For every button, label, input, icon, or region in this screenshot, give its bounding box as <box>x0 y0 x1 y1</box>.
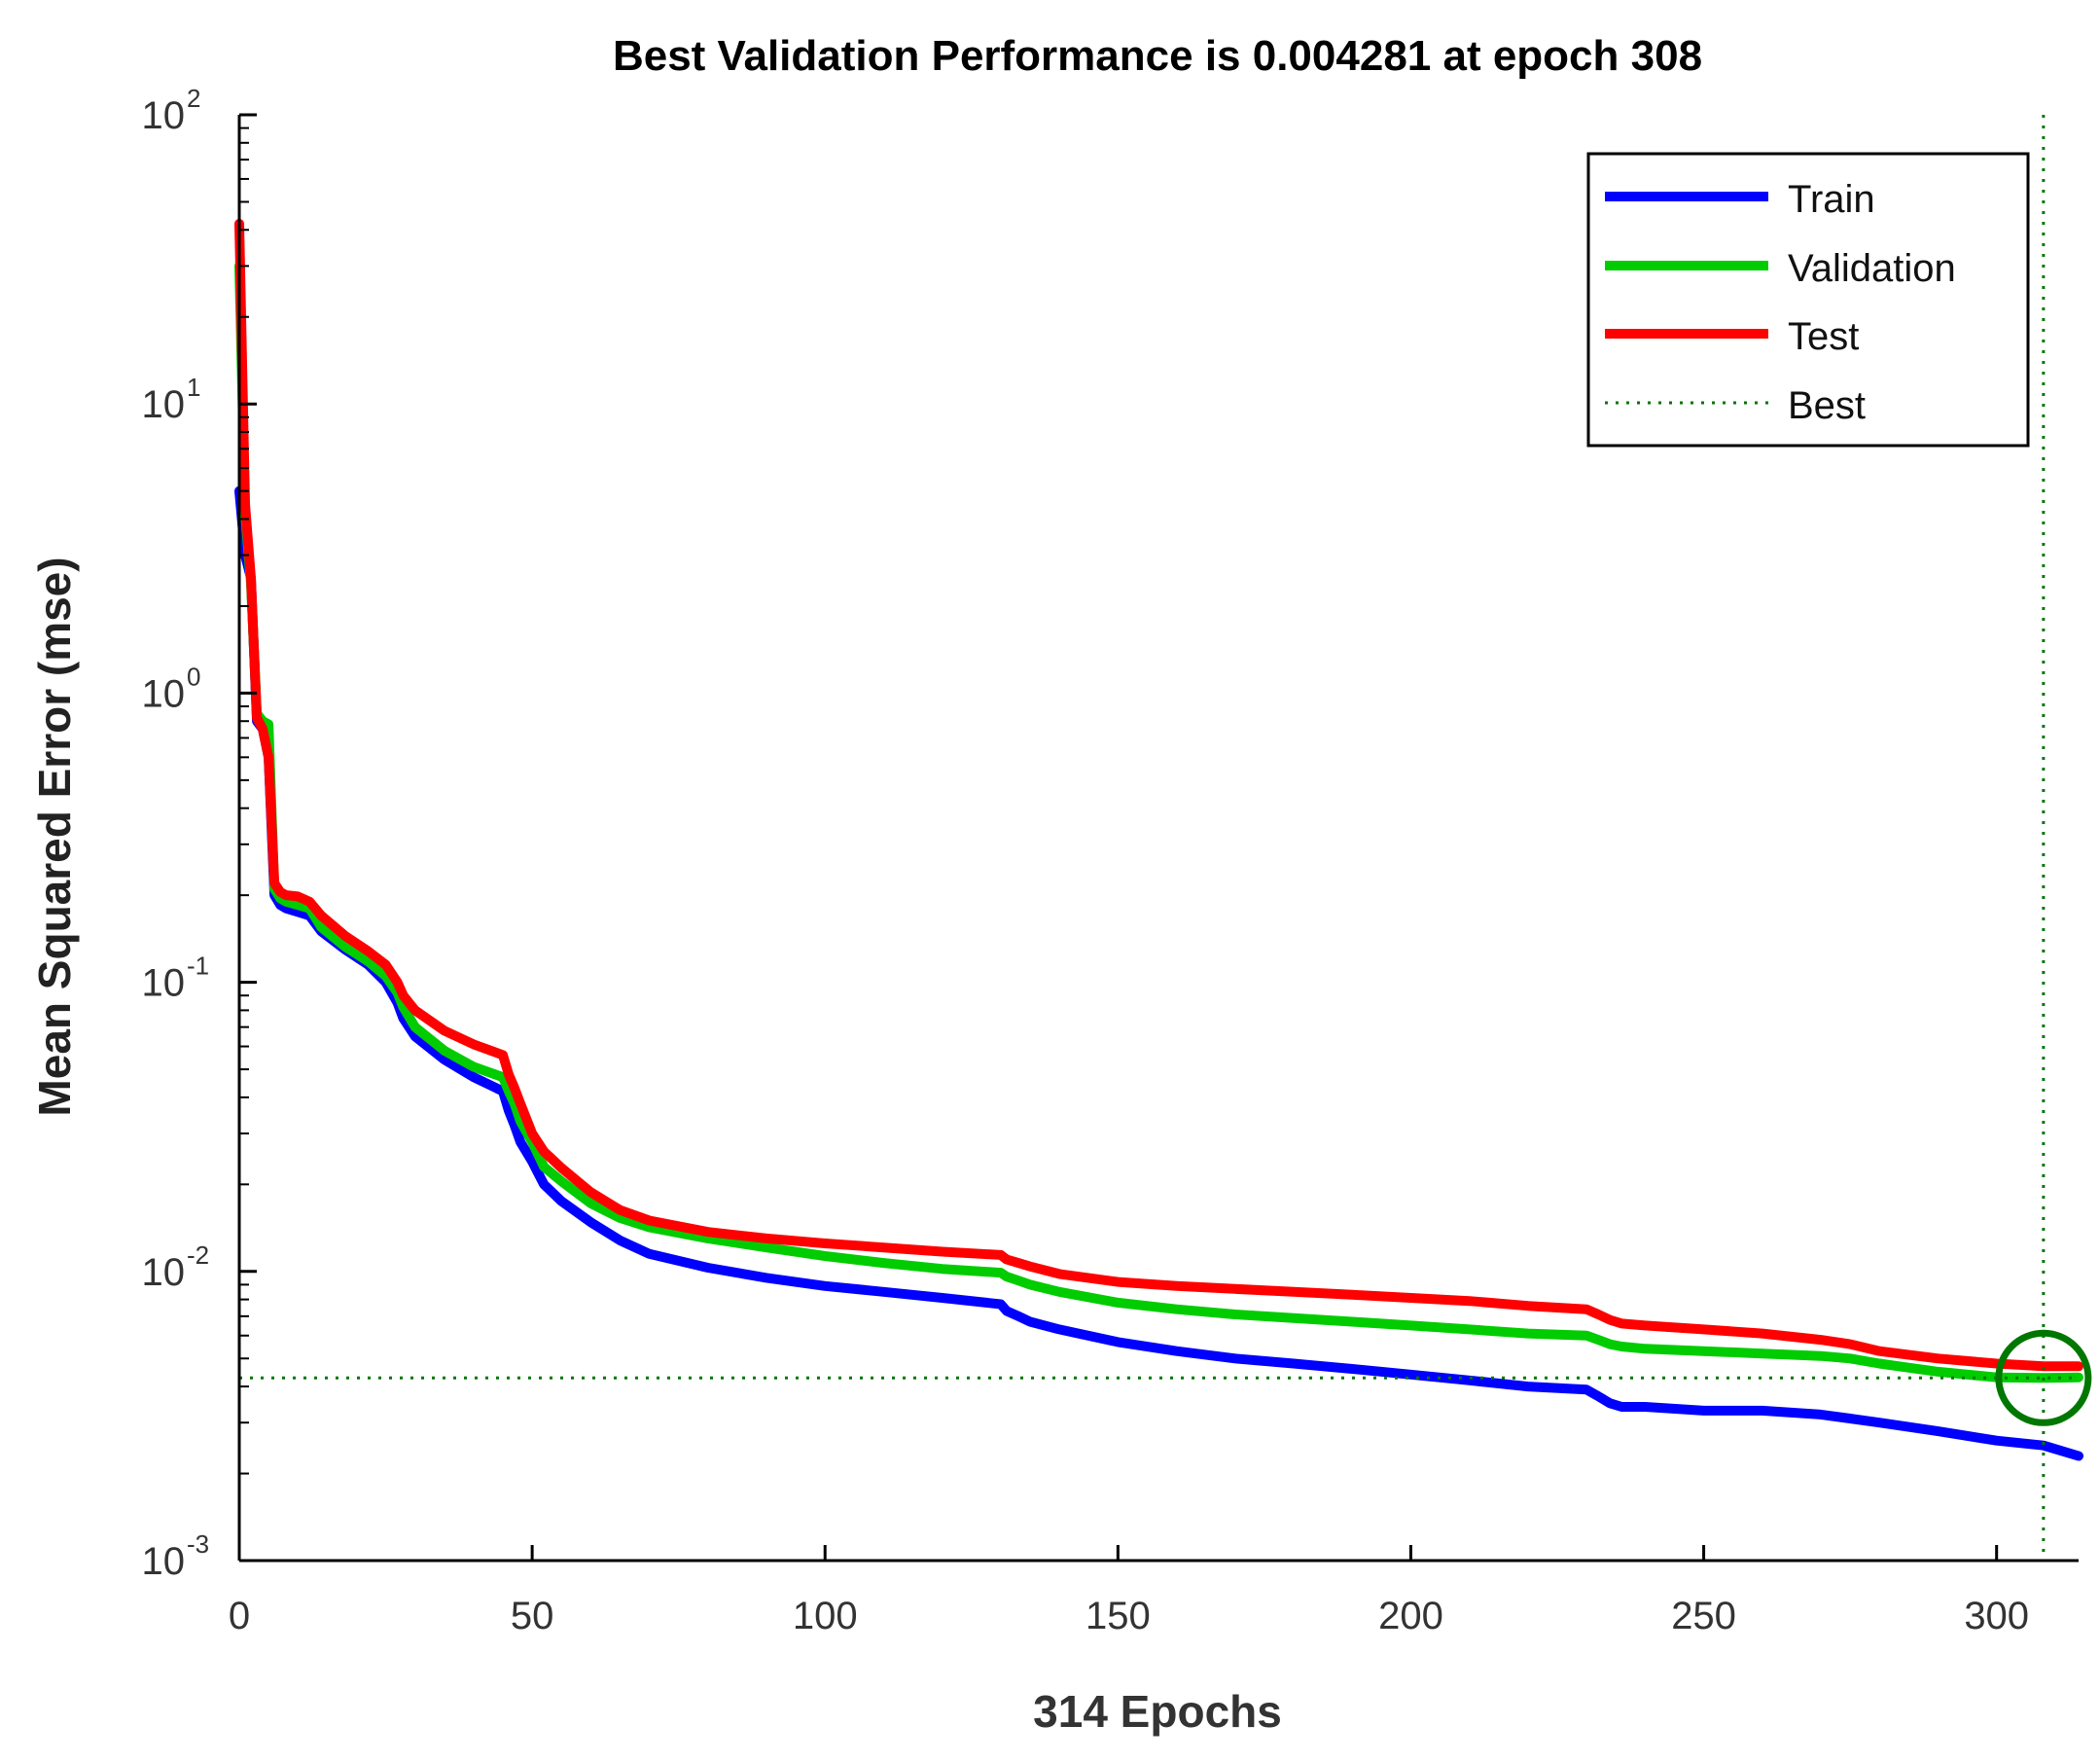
legend: Train Validation Test Best <box>1586 152 2030 448</box>
x-tick-label: 200 <box>1378 1595 1443 1637</box>
plot-lines <box>234 219 2083 1461</box>
y-tick-label: 10 <box>142 94 186 137</box>
best-marks <box>239 115 2092 1561</box>
y-tick-exponent: 2 <box>187 84 200 113</box>
x-axis-label: 314 Epochs <box>1033 1686 1282 1737</box>
x-tick-label: 0 <box>229 1595 250 1637</box>
y-tick-label: 10 <box>142 1540 186 1583</box>
x-ticks: 0 50 100 150 200 250 300 <box>229 1545 2029 1637</box>
y-tick-label: 10 <box>142 962 186 1005</box>
legend-label-train: Train <box>1788 178 1875 221</box>
axes <box>237 115 2079 1563</box>
x-tick-label: 150 <box>1086 1595 1151 1637</box>
x-tick-label: 300 <box>1964 1595 2029 1637</box>
legend-label-test: Test <box>1788 315 1859 358</box>
x-tick-label: 250 <box>1671 1595 1736 1637</box>
y-axis-label: Mean Squared Error (mse) <box>29 557 80 1116</box>
best-point-circle <box>1995 1329 2092 1426</box>
chart-title: Best Validation Performance is 0.004281 … <box>613 32 1702 80</box>
y-tick-label: 10 <box>142 383 186 426</box>
y-tick-exponent: -2 <box>187 1240 209 1270</box>
y-tick-exponent: -3 <box>187 1529 209 1559</box>
y-tick-exponent: 0 <box>187 662 200 691</box>
y-tick-exponent: 1 <box>187 373 200 402</box>
y-tick-label: 10 <box>142 1251 186 1294</box>
y-tick-exponent: -1 <box>187 952 209 981</box>
y-tick-label: 10 <box>142 672 186 715</box>
x-tick-label: 100 <box>793 1595 858 1637</box>
series-line-test <box>234 219 2083 1372</box>
legend-label-validation: Validation <box>1788 247 1956 290</box>
x-tick-label: 50 <box>511 1595 554 1637</box>
legend-box <box>1586 152 2030 448</box>
legend-label-best: Best <box>1788 384 1866 427</box>
